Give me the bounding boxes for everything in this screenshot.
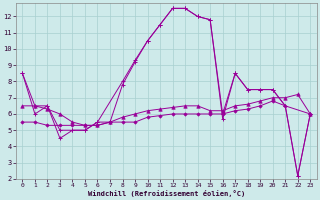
X-axis label: Windchill (Refroidissement éolien,°C): Windchill (Refroidissement éolien,°C) — [88, 190, 245, 197]
